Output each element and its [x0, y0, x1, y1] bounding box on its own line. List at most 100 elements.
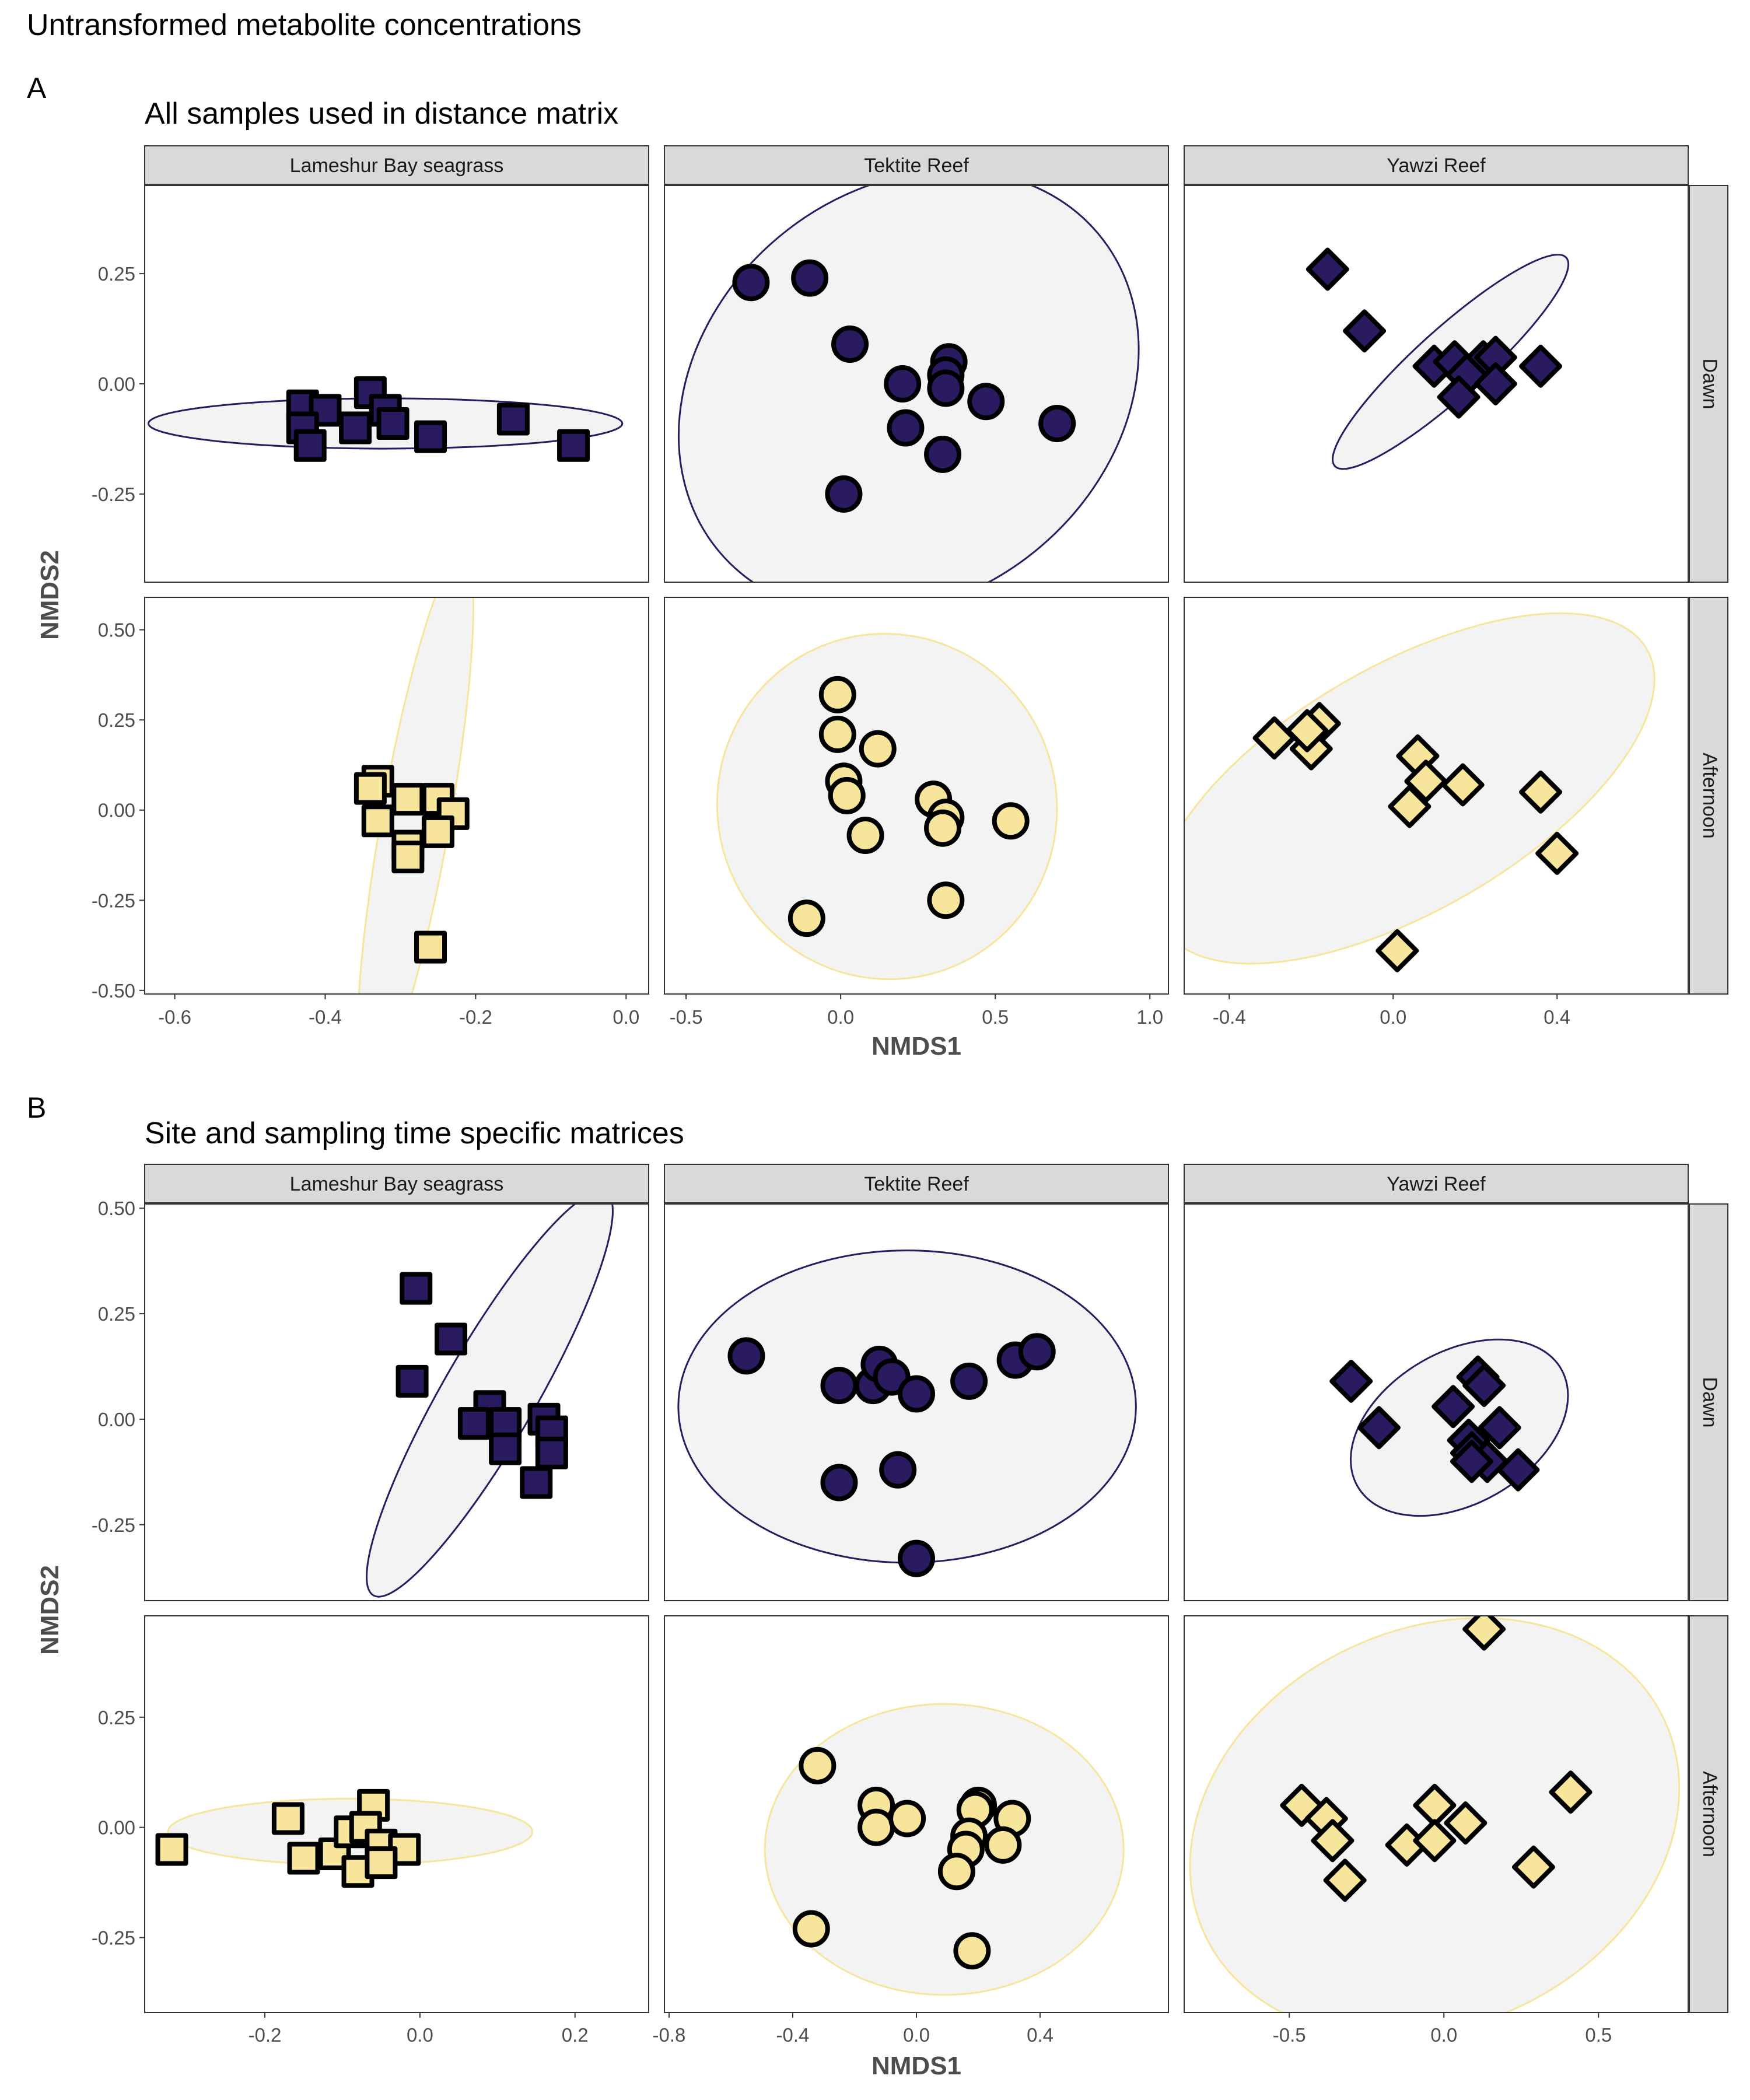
data-point	[937, 1853, 975, 1891]
data-point	[155, 1833, 188, 1866]
panel-plot-area	[366, 1204, 614, 1598]
facet-strip-label: Tektite Reef	[864, 1173, 969, 1195]
x-tick-label: 1.0	[1136, 1006, 1163, 1028]
panel-border	[1184, 597, 1689, 995]
facet-strip-label: Afternoon	[1699, 1771, 1721, 1857]
panel-background	[145, 186, 649, 582]
data-point	[884, 365, 922, 402]
facet-strip	[1689, 1615, 1728, 2013]
data-point	[1357, 1406, 1401, 1450]
data-point	[1413, 1819, 1457, 1863]
panel-plot-area	[677, 1250, 1137, 1577]
data-point	[489, 1432, 522, 1465]
facet-panel: -0.5 0.0 0.5	[1184, 1615, 1689, 2046]
facet-strip	[1184, 1164, 1689, 1203]
data-point	[820, 1367, 858, 1405]
figure-title: Untransformed metabolite concentrations	[27, 8, 582, 42]
data-point	[1329, 1359, 1373, 1403]
data-point	[1018, 1333, 1056, 1371]
panel-border	[1184, 185, 1689, 583]
data-point	[818, 676, 856, 713]
facet-strip	[144, 145, 649, 185]
data-point	[1450, 1440, 1493, 1483]
data-point	[1519, 770, 1563, 814]
panel-border	[1184, 1203, 1689, 1601]
data-point	[825, 475, 863, 513]
facet-panel: -0.8 -0.4 0.0 0.4	[653, 1615, 1169, 2046]
data-point	[953, 1932, 991, 1970]
data-point	[1388, 785, 1432, 828]
panel-plot-area	[1189, 1616, 1681, 2013]
data-point	[924, 809, 962, 847]
data-point	[435, 1322, 468, 1356]
facet-strip	[1184, 145, 1689, 185]
data-point	[1535, 831, 1579, 875]
data-point	[1038, 405, 1076, 442]
facet-strip	[144, 1164, 649, 1203]
data-point	[924, 435, 962, 473]
facet-panel	[1184, 185, 1689, 583]
data-point	[792, 1910, 830, 1948]
y-tick-label: -0.50	[92, 980, 135, 1002]
y-tick-label: 0.25	[98, 1303, 135, 1325]
data-point	[828, 777, 866, 814]
data-point	[1311, 1819, 1354, 1863]
facet-strip-label: Yawzi Reef	[1387, 1173, 1486, 1195]
data-point	[400, 1272, 433, 1305]
x-tick-label: -0.5	[670, 1006, 703, 1028]
x-tick-label: -0.2	[459, 1006, 492, 1028]
data-point	[1343, 309, 1387, 353]
facet-strip-label: Afternoon	[1699, 752, 1721, 838]
facet-panel	[664, 185, 1169, 583]
y-tick-label: 0.25	[98, 1707, 135, 1728]
data-point	[1441, 763, 1485, 807]
data-point	[879, 1451, 917, 1489]
x-tick-label: 0.4	[1544, 1006, 1570, 1028]
chart-title: All samples used in distance matrix	[145, 97, 618, 131]
facet-strip-label: Tektite Reef	[864, 155, 969, 177]
data-point	[293, 429, 327, 462]
x-tick-label: -0.5	[1273, 2024, 1306, 2046]
panel-plot-area	[1306, 247, 1570, 470]
facet-strip-label: Lameshur Bay seagrass	[290, 1173, 504, 1195]
data-point	[888, 1800, 926, 1838]
data-point	[1376, 929, 1419, 972]
panel-plot-area	[147, 376, 624, 462]
facet-strip	[1689, 1203, 1728, 1601]
data-point	[873, 1358, 911, 1396]
facet-panel	[1184, 1203, 1689, 1601]
facet-strip-label: Yawzi Reef	[1387, 155, 1486, 177]
panel-border	[144, 1203, 649, 1601]
confidence-ellipse	[716, 632, 1058, 981]
data-point	[992, 802, 1030, 840]
y-tick-label: 0.00	[98, 800, 135, 821]
data-point	[898, 1375, 935, 1413]
panel-border	[144, 597, 649, 995]
x-tick-label: 0.0	[407, 2024, 433, 2046]
panel-border	[144, 1615, 649, 2013]
data-point	[1519, 344, 1563, 388]
data-point	[1474, 362, 1517, 405]
chart-block-A: A All samples used in distance matrix Lame…	[27, 72, 1728, 1060]
y-tick-label: -0.25	[92, 1514, 135, 1536]
data-point	[1511, 1845, 1555, 1889]
data-point	[1444, 1801, 1488, 1845]
x-tick-label: -0.4	[1213, 1006, 1246, 1028]
data-point	[535, 1436, 568, 1469]
facet-strip	[664, 1164, 1169, 1203]
data-point	[788, 900, 825, 937]
data-point	[391, 841, 425, 874]
data-point	[984, 1826, 1022, 1864]
data-point	[1478, 1406, 1521, 1450]
x-tick-label: -0.4	[776, 2024, 810, 2046]
facet-strip	[664, 145, 1169, 185]
facet-panel: -0.25 0.00 0.25 0.50	[92, 1198, 649, 1601]
x-tick-label: 0.5	[1585, 2024, 1612, 2046]
panel-label: B	[27, 1091, 46, 1124]
panel-border	[664, 185, 1169, 583]
data-point	[950, 1362, 988, 1400]
data-point	[1462, 1616, 1506, 1651]
data-point	[361, 804, 394, 838]
data-point	[365, 1846, 398, 1880]
